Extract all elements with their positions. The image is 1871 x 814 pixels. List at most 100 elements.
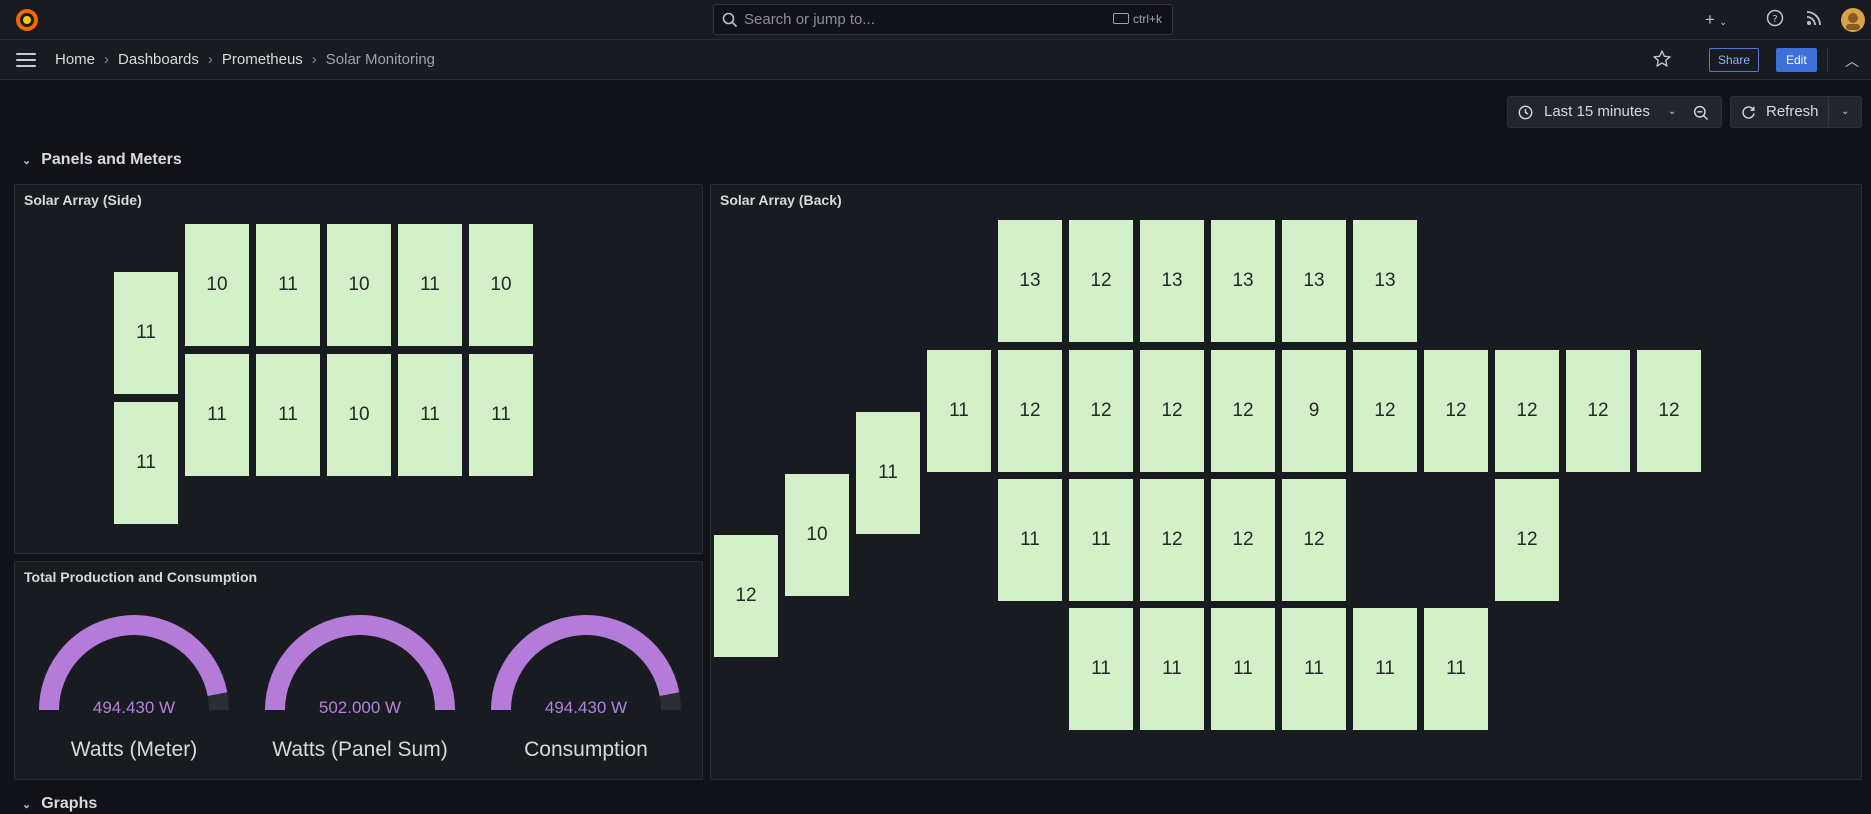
breadcrumb-home[interactable]: Home [55, 51, 96, 68]
solar-panel-tile: 12 [1069, 220, 1133, 342]
gauge-consumption: 494.430 W Consumption [486, 610, 686, 780]
zoom-out-icon[interactable] [1693, 105, 1709, 121]
solar-panel-tile: 12 [1282, 479, 1346, 601]
panel-total-production-consumption: Total Production and Consumption 494.430… [14, 561, 703, 780]
solar-panel-tile: 13 [1353, 220, 1417, 342]
refresh-button[interactable]: Refresh [1766, 103, 1819, 120]
solar-panel-tile: 11 [998, 479, 1062, 601]
panel-solar-array-side: Solar Array (Side) 11 11 10 11 10 11 10 … [14, 184, 703, 554]
shortcut-label: ctrl+k [1132, 12, 1162, 26]
chevron-down-icon: ⌄ [1718, 17, 1728, 28]
solar-panel-tile: 12 [1637, 350, 1701, 472]
help-icon[interactable]: ? [1766, 9, 1784, 32]
gauge-label: Consumption [524, 738, 648, 761]
divider [1828, 97, 1829, 127]
avatar[interactable] [1840, 7, 1866, 38]
time-range-picker[interactable]: Last 15 minutes ⌄ [1507, 96, 1722, 128]
solar-panel-tile: 11 [1282, 608, 1346, 730]
solar-panel-tile: 10 [327, 224, 391, 346]
solar-panel-tile: 10 [785, 474, 849, 596]
news-icon[interactable] [1806, 10, 1822, 31]
solar-panel-tile: 11 [1211, 608, 1275, 730]
gauge-value: 502.000 W [318, 698, 402, 717]
gauge-value: 494.430 W [544, 698, 628, 717]
search-shortcut: ctrl+k [1112, 5, 1162, 34]
row-title: Panels and Meters [41, 151, 182, 168]
chevron-right-icon: › [104, 51, 110, 68]
solar-panel-tile: 11 [398, 224, 462, 346]
row-title: Graphs [41, 795, 98, 812]
share-button[interactable]: Share [1709, 48, 1760, 72]
refresh-picker[interactable]: Refresh ⌄ [1730, 96, 1862, 128]
solar-panel-tile: 12 [1566, 350, 1630, 472]
gauge-value: 494.430 W [92, 698, 176, 717]
solar-panel-tile: 11 [185, 354, 249, 476]
solar-panel-tile: 11 [856, 412, 920, 534]
search-icon [722, 12, 738, 28]
chevron-right-icon: › [207, 51, 213, 68]
solar-panel-tile: 10 [327, 354, 391, 476]
svg-text:?: ? [1772, 14, 1777, 25]
gauge-watts-panel-sum: 502.000 W Watts (Panel Sum) [260, 610, 460, 780]
solar-panel-tile: 11 [398, 354, 462, 476]
solar-panel-tile: 12 [1140, 479, 1204, 601]
solar-panel-tile: 12 [998, 350, 1062, 472]
solar-panel-tile: 12 [1353, 350, 1417, 472]
edit-button[interactable]: Edit [1776, 48, 1817, 72]
new-button[interactable]: + ⌄ [1705, 10, 1727, 33]
solar-panel-tile: 13 [1211, 220, 1275, 342]
chevron-right-icon: › [311, 51, 317, 68]
breadcrumb-prometheus[interactable]: Prometheus [221, 51, 303, 68]
solar-panel-tile: 11 [1069, 608, 1133, 730]
breadcrumb-current: Solar Monitoring [325, 51, 435, 68]
solar-panel-tile: 11 [469, 354, 533, 476]
solar-panel-tile: 12 [1495, 350, 1559, 472]
breadcrumb-dashboards[interactable]: Dashboards [118, 51, 199, 68]
chevron-up-icon[interactable]: ︿ [1845, 53, 1859, 69]
panel-solar-array-back: Solar Array (Back) 13 12 13 13 13 13 11 … [710, 184, 1862, 780]
solar-panel-tile: 10 [185, 224, 249, 346]
refresh-interval-dropdown[interactable]: ⌄ [1841, 106, 1850, 117]
divider [1827, 48, 1828, 72]
refresh-icon [1742, 106, 1755, 119]
solar-panel-tile: 13 [998, 220, 1062, 342]
solar-panel-tile: 11 [114, 402, 178, 524]
chevron-down-icon: ⌄ [1668, 106, 1677, 117]
solar-panel-tile: 12 [1211, 479, 1275, 601]
gauge-label: Watts (Meter) [70, 738, 198, 761]
panel-title: Total Production and Consumption [24, 569, 258, 585]
solar-panel-tile: 11 [1069, 479, 1133, 601]
solar-panel-tile: 11 [256, 224, 320, 346]
row-panels-and-meters[interactable]: ⌄ Panels and Meters [22, 151, 182, 169]
nav-bar: Home › Dashboards › Prometheus › Solar Monitor… [0, 40, 1871, 80]
search-input[interactable]: Search or jump to... ctrl+k [713, 4, 1173, 35]
chevron-down-icon: ⌄ [22, 799, 32, 811]
solar-panel-tile: 12 [1495, 479, 1559, 601]
menu-icon[interactable] [16, 53, 36, 67]
solar-panel-tile: 11 [1140, 608, 1204, 730]
solar-panel-tile: 11 [1353, 608, 1417, 730]
panel-title: Solar Array (Back) [720, 192, 842, 208]
grafana-logo-icon[interactable] [14, 7, 40, 33]
solar-panel-tile: 12 [1211, 350, 1275, 472]
solar-panel-tile: 9 [1282, 350, 1346, 472]
solar-panel-tile: 12 [1140, 350, 1204, 472]
solar-panel-tile: 11 [1424, 608, 1488, 730]
solar-panel-tile: 13 [1282, 220, 1346, 342]
star-icon[interactable] [1652, 49, 1672, 69]
solar-panel-tile: 12 [1069, 350, 1133, 472]
clock-icon [1518, 105, 1533, 120]
search-placeholder: Search or jump to... [744, 11, 875, 28]
row-graphs[interactable]: ⌄ Graphs [22, 795, 97, 813]
solar-panel-tile: 10 [469, 224, 533, 346]
time-range-label: Last 15 minutes [1544, 103, 1650, 120]
solar-panel-tile: 13 [1140, 220, 1204, 342]
solar-panel-tile: 11 [256, 354, 320, 476]
keyboard-icon [1112, 13, 1129, 24]
solar-panel-tile: 11 [927, 350, 991, 472]
breadcrumb: Home › Dashboards › Prometheus › Solar Monitor… [55, 50, 435, 70]
solar-panel-tile: 12 [714, 535, 778, 657]
gauge-label: Watts (Panel Sum) [272, 738, 448, 761]
solar-panel-tile: 12 [1424, 350, 1488, 472]
plus-icon: + [1705, 10, 1715, 29]
